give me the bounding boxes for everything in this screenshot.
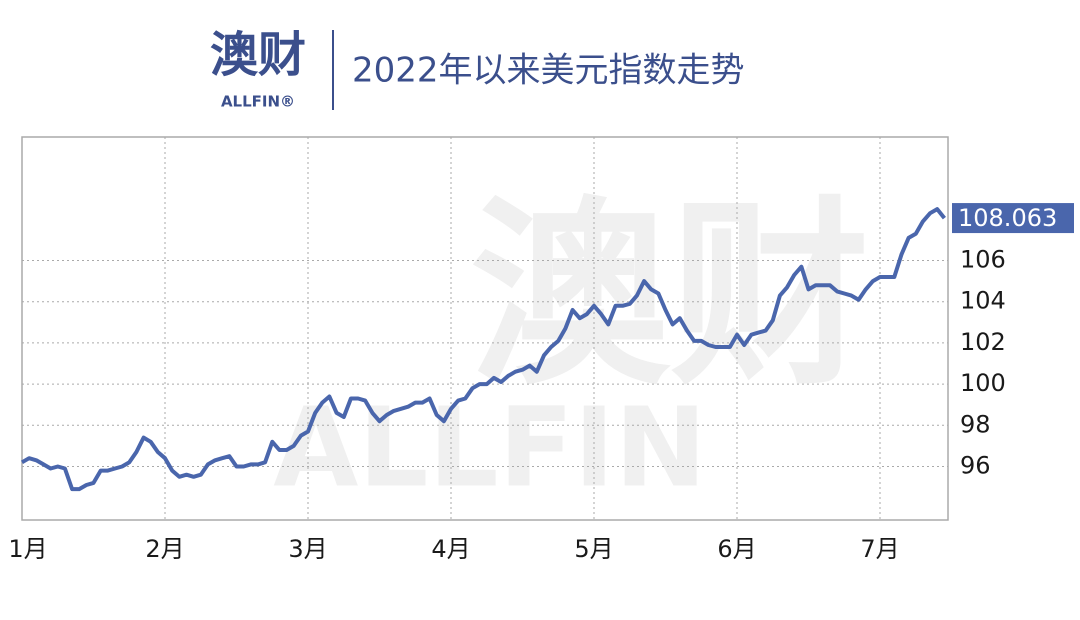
- y-tick-label: 96: [960, 451, 991, 479]
- y-tick-label: 102: [960, 328, 1006, 356]
- y-tick-label: 106: [960, 246, 1006, 274]
- x-tick-label: 7月: [860, 535, 899, 563]
- y-tick-label: 100: [960, 369, 1006, 397]
- plot-frame: [21, 136, 949, 521]
- x-tick-label: 2月: [145, 535, 184, 563]
- logo-sub: ALLFIN®: [221, 93, 295, 111]
- x-tick-label: 5月: [574, 535, 613, 563]
- x-tick-label: 3月: [288, 535, 327, 563]
- last-value-box: [952, 203, 1074, 234]
- chart-title: 2022年以来美元指数走势: [352, 51, 745, 91]
- y-tick-label: 104: [960, 287, 1006, 315]
- x-tick-label: 6月: [717, 535, 756, 563]
- last-value-label: 108.063: [958, 204, 1057, 232]
- y-tick-label: 98: [960, 410, 991, 438]
- x-tick-label: 4月: [431, 535, 470, 563]
- watermark-sub: ALLFIN: [273, 383, 706, 511]
- x-tick-label: 1月: [8, 535, 47, 563]
- logo-name: 澳财: [210, 27, 306, 83]
- watermark-name: 澳财: [470, 180, 870, 413]
- data-line: [20, 207, 946, 492]
